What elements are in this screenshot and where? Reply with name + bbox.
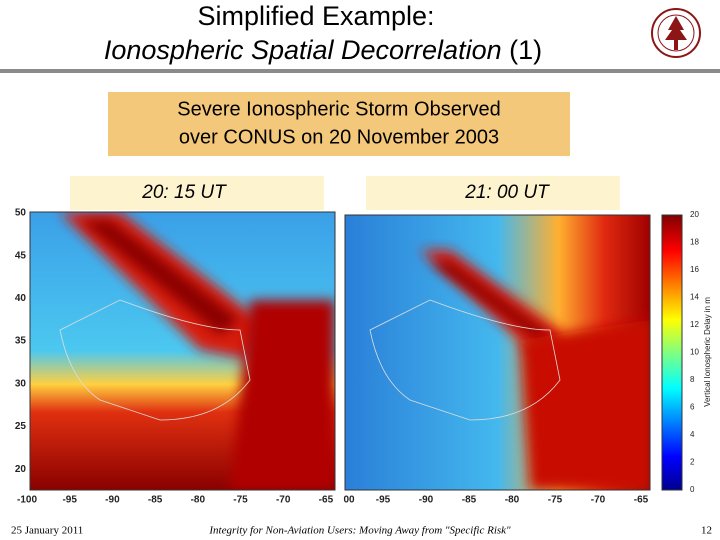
y-tick-label: 50 [15,208,27,219]
colorbar-label: Vertical Ionospheric Delay in m [703,297,712,407]
colorbar-tick-label: 8 [690,375,695,384]
x-tick-label: -85 [462,495,477,506]
x-tick-label: -70 [591,495,606,506]
x-tick-label: -80 [505,495,520,506]
colorbar-tick-label: 16 [690,265,699,274]
logo [651,8,701,58]
colorbar-tick-label: 14 [690,293,699,302]
y-tick-label: 20 [15,464,27,475]
title-suffix: (1) [502,35,543,65]
callout-line2: over CONUS on 20 November 2003 [179,126,499,148]
colorbar-tick-label: 6 [690,403,695,412]
panel-label: 20: 15 UT [141,182,227,203]
x-tick-label: -75 [548,495,563,506]
colorbar-tick-label: 12 [690,320,699,329]
header-rule [0,69,720,73]
colorbar-tick-label: 2 [690,458,695,467]
panel-label-box [366,176,620,210]
x-tick-label: -70 [276,495,291,506]
callout-line1: Severe Ionospheric Storm Observed [177,98,501,120]
x-tick-label: -90 [105,495,120,506]
colorbar-tick-label: 4 [690,430,695,439]
x-tick-label: -65 [634,495,649,506]
x-tick-label: -65 [319,495,334,506]
x-tick-label: -80 [191,495,206,506]
title-italic: Ionospheric Spatial Decorrelation [104,35,502,65]
callout-box [108,92,570,156]
x-tick-label: -95 [376,495,391,506]
map-frame [344,214,651,491]
y-tick-label: 40 [15,293,27,304]
x-tick-label: -85 [148,495,163,506]
y-tick-label: 25 [15,421,27,432]
y-tick-label: 45 [15,250,27,261]
title-line2: Ionospheric Spatial Decorrelation (1) [104,35,542,65]
map-left [30,212,335,490]
title-line1: Simplified Example: [197,1,434,31]
footer-center: Integrity for Non-Aviation Users: Moving… [208,525,511,537]
colorbar-tick-label: 18 [690,238,699,247]
panel-label: 21: 00 UT [464,182,550,203]
colorbar-tick-label: 0 [690,485,695,494]
x-tick-label: -100 [17,495,37,506]
map-frame [29,211,336,491]
footer-date: 25 January 2011 [11,525,83,537]
x-tick-label: 00 [343,495,355,506]
colorbar [661,214,683,491]
y-tick-label: 35 [15,336,27,347]
footer-page: 12 [701,525,712,537]
map-right [345,215,650,490]
colorbar-tick-label: 10 [690,348,699,357]
x-tick-label: -95 [62,495,77,506]
panel-label-box [70,176,324,210]
colorbar-tick-label: 20 [690,210,699,219]
y-tick-label: 30 [15,378,27,389]
x-tick-label: -90 [419,495,434,506]
x-tick-label: -75 [233,495,248,506]
